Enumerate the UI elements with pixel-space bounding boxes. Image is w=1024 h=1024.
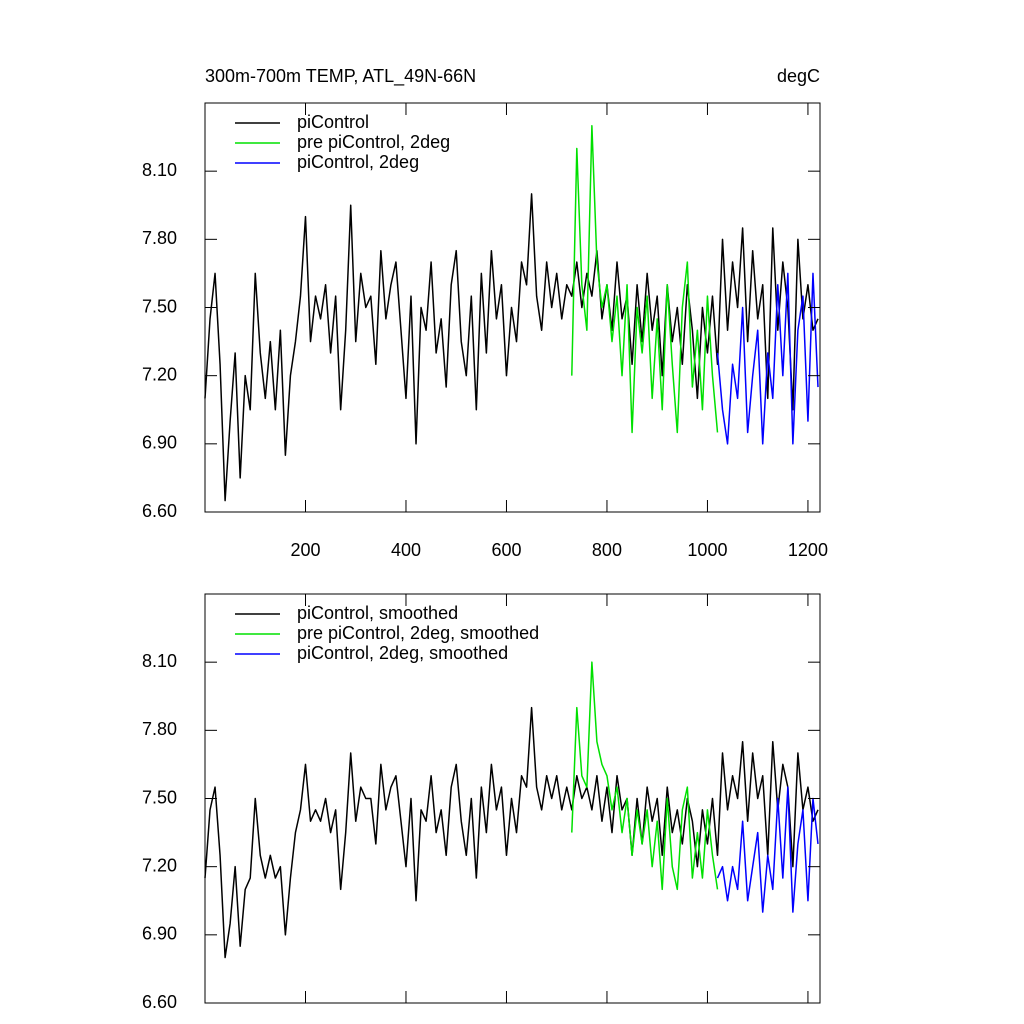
legend-label: pre piControl, 2deg, smoothed: [297, 623, 539, 643]
y-tick-label: 6.60: [142, 992, 177, 1012]
y-tick-label: 7.20: [142, 364, 177, 384]
data-line: [716, 786, 819, 913]
legend-label: piControl, 2deg: [297, 152, 419, 172]
x-tick-label: 1200: [788, 540, 828, 560]
data-line: [716, 272, 819, 445]
x-tick-label: 600: [491, 540, 521, 560]
x-tick-label: 200: [290, 540, 320, 560]
data-line: [571, 661, 719, 891]
y-tick-label: 6.90: [142, 924, 177, 944]
x-tick-label: 400: [391, 540, 421, 560]
data-line: [571, 124, 719, 434]
legend-label: pre piControl, 2deg: [297, 132, 450, 152]
data-line: [204, 193, 819, 502]
y-tick-label: 6.90: [142, 433, 177, 453]
data-line: [204, 706, 819, 959]
legend-label: piControl, smoothed: [297, 603, 458, 623]
y-tick-label: 8.10: [142, 160, 177, 180]
chart-title: 300m-700m TEMP, ATL_49N-66N: [205, 66, 476, 87]
unit-label: degC: [777, 66, 820, 86]
y-tick-label: 7.80: [142, 228, 177, 248]
x-tick-label: 800: [592, 540, 622, 560]
y-tick-label: 8.10: [142, 651, 177, 671]
legend-label: piControl: [297, 112, 369, 132]
y-tick-label: 6.60: [142, 501, 177, 521]
y-tick-label: 7.20: [142, 855, 177, 875]
y-tick-label: 7.50: [142, 296, 177, 316]
x-tick-label: 1000: [687, 540, 727, 560]
y-tick-label: 7.50: [142, 787, 177, 807]
y-tick-label: 7.80: [142, 719, 177, 739]
legend-label: piControl, 2deg, smoothed: [297, 643, 508, 663]
